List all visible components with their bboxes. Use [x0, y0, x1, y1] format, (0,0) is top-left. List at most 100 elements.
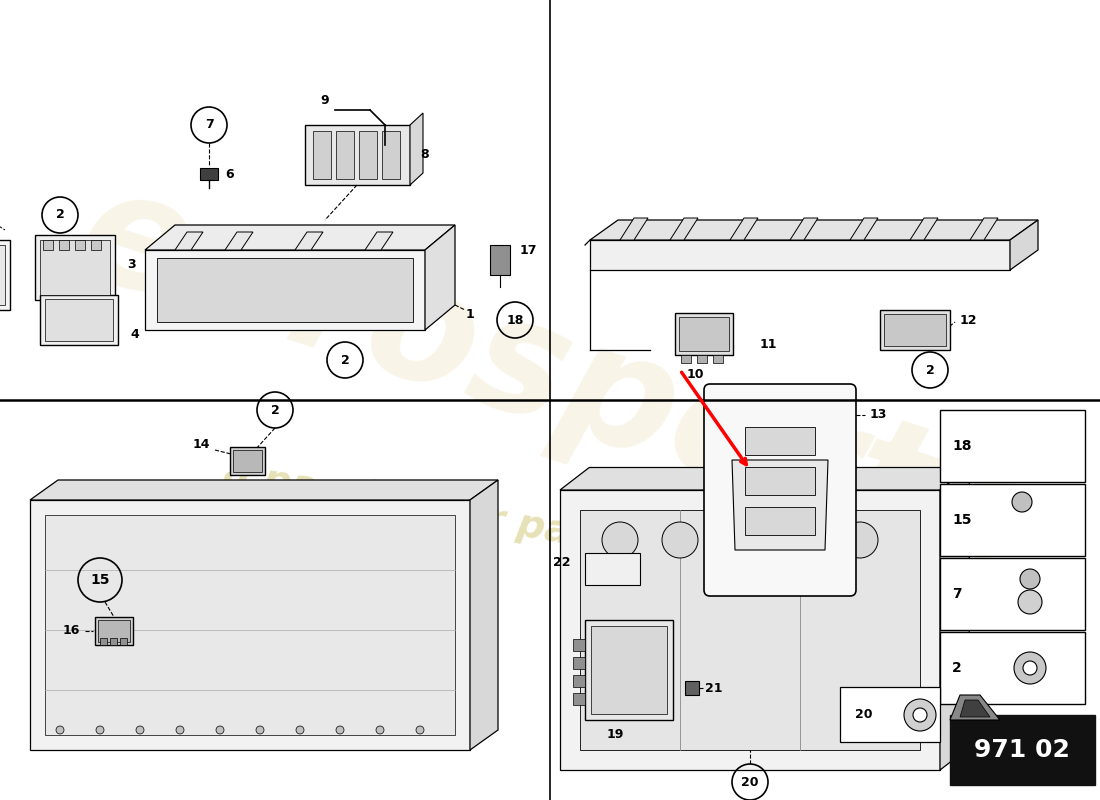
- Text: eurosports: eurosports: [60, 155, 1040, 605]
- Bar: [35, 235, 116, 300]
- Bar: [157, 258, 412, 322]
- Bar: [98, 620, 130, 642]
- Text: a passion for parts since 1985: a passion for parts since 1985: [221, 454, 879, 606]
- Text: 15: 15: [952, 513, 971, 527]
- Text: 19: 19: [606, 729, 624, 742]
- Bar: [573, 639, 585, 651]
- Text: 18: 18: [952, 439, 971, 453]
- Bar: [950, 715, 1094, 785]
- Text: 1: 1: [465, 309, 474, 322]
- Text: 9: 9: [321, 94, 329, 106]
- Polygon shape: [410, 113, 424, 185]
- Text: 2: 2: [925, 363, 934, 377]
- Bar: [336, 131, 354, 179]
- Circle shape: [56, 726, 64, 734]
- Polygon shape: [670, 218, 698, 240]
- Circle shape: [416, 726, 424, 734]
- Polygon shape: [732, 460, 828, 550]
- Polygon shape: [910, 218, 938, 240]
- Polygon shape: [365, 232, 393, 250]
- Bar: [100, 638, 107, 645]
- Polygon shape: [850, 218, 878, 240]
- Bar: [0, 240, 10, 310]
- Bar: [314, 131, 331, 179]
- Bar: [120, 638, 127, 645]
- Polygon shape: [940, 467, 969, 770]
- Polygon shape: [970, 218, 998, 240]
- Circle shape: [376, 726, 384, 734]
- Bar: [230, 447, 265, 475]
- Text: 2: 2: [341, 354, 350, 366]
- Bar: [382, 131, 400, 179]
- Bar: [697, 355, 707, 363]
- Polygon shape: [950, 695, 1000, 720]
- Bar: [40, 295, 118, 345]
- Text: 10: 10: [686, 369, 704, 382]
- Polygon shape: [620, 218, 648, 240]
- Text: 16: 16: [63, 625, 80, 638]
- Text: 2: 2: [952, 661, 961, 675]
- Polygon shape: [470, 480, 498, 750]
- Circle shape: [256, 726, 264, 734]
- Text: 7: 7: [205, 118, 213, 131]
- Circle shape: [296, 726, 304, 734]
- Polygon shape: [590, 240, 1010, 270]
- Circle shape: [336, 726, 344, 734]
- Polygon shape: [790, 218, 818, 240]
- Bar: [110, 638, 117, 645]
- Bar: [45, 515, 455, 735]
- Text: 21: 21: [705, 682, 723, 694]
- Circle shape: [136, 726, 144, 734]
- Bar: [95, 617, 133, 645]
- Bar: [580, 510, 920, 750]
- Circle shape: [722, 522, 758, 558]
- Text: 7: 7: [952, 587, 961, 601]
- Bar: [40, 240, 110, 295]
- Bar: [200, 168, 218, 180]
- Polygon shape: [560, 467, 969, 490]
- Bar: [0, 245, 6, 305]
- Bar: [884, 314, 946, 346]
- Bar: [880, 310, 950, 350]
- Bar: [573, 657, 585, 669]
- Circle shape: [1020, 569, 1040, 589]
- Bar: [91, 240, 101, 250]
- Bar: [359, 131, 377, 179]
- Bar: [840, 687, 940, 742]
- Bar: [305, 125, 410, 185]
- Bar: [573, 675, 585, 687]
- Text: 20: 20: [855, 709, 872, 722]
- Circle shape: [602, 522, 638, 558]
- Polygon shape: [425, 225, 455, 330]
- Bar: [940, 558, 1085, 630]
- Bar: [940, 484, 1085, 556]
- Bar: [745, 507, 815, 535]
- Bar: [585, 620, 673, 720]
- Text: 6: 6: [226, 167, 233, 181]
- Bar: [573, 693, 585, 705]
- Circle shape: [1012, 492, 1032, 512]
- Bar: [681, 355, 691, 363]
- Bar: [745, 427, 815, 455]
- Text: 3: 3: [126, 258, 135, 271]
- Bar: [585, 553, 640, 585]
- Bar: [490, 245, 510, 275]
- Polygon shape: [145, 250, 425, 330]
- FancyBboxPatch shape: [704, 384, 856, 596]
- Circle shape: [1014, 652, 1046, 684]
- Text: 15: 15: [90, 573, 110, 587]
- Text: 13: 13: [870, 409, 888, 422]
- Circle shape: [662, 522, 698, 558]
- Bar: [75, 240, 85, 250]
- Bar: [59, 240, 69, 250]
- Bar: [45, 299, 113, 341]
- Bar: [675, 313, 733, 355]
- Bar: [940, 632, 1085, 704]
- Polygon shape: [590, 220, 1038, 240]
- Polygon shape: [560, 490, 940, 770]
- Circle shape: [904, 699, 936, 731]
- Bar: [233, 450, 262, 472]
- Text: 971 02: 971 02: [975, 738, 1070, 762]
- Bar: [591, 626, 667, 714]
- Bar: [685, 681, 698, 695]
